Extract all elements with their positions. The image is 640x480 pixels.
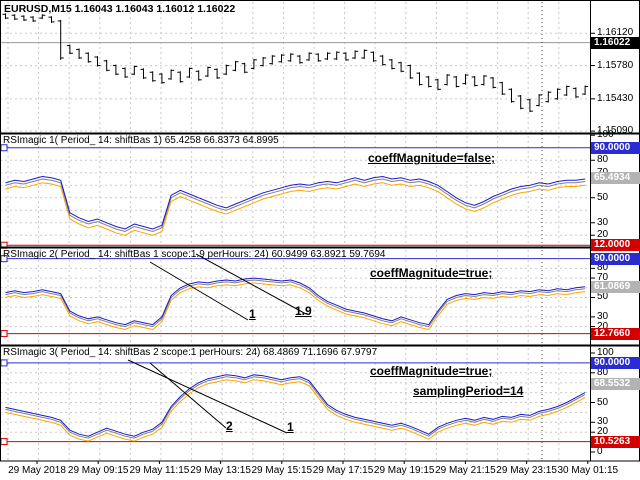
annotation-coeff-magnitude-true-2[interactable]: coeffMagnitude=true; (370, 266, 493, 280)
time-label: 29 May 15:15 (251, 465, 313, 476)
chart-title: EURUSD,M15 1.16043 1.16043 1.16012 1.160… (4, 3, 236, 15)
scale-value-box: 12.7660 (591, 327, 640, 340)
price-tick: 30 (597, 216, 609, 228)
price-tick: 80 (597, 262, 609, 274)
scale-value-box: 1.16022 (591, 36, 640, 49)
price-tick: 80 (597, 366, 609, 378)
time-label: 30 May 01:15 (557, 465, 619, 476)
scale-value-box: 65.4934 (591, 172, 640, 185)
scale-value-box: 12.0000 (591, 239, 640, 252)
price-tick: 50 (597, 191, 609, 203)
time-label: 29 May 2018 (8, 465, 66, 476)
scale-value-box: 90.0000 (591, 141, 640, 154)
time-label: 29 May 21:15 (435, 465, 496, 476)
price-tick: 0 (597, 446, 603, 457)
price-tick: 100 (597, 129, 614, 141)
time-label: 29 May 19:15 (373, 465, 435, 476)
indicator1-header: RSImagic 1( Period_ 14: shiftBas 1) 65.4… (3, 135, 279, 146)
indicator2-header: RSImagic 2( Period_ 14: shiftBas 1 scope… (3, 249, 386, 260)
time-label: 29 May 11:15 (129, 465, 190, 476)
price-tick: 1.15090 (597, 125, 634, 137)
price-tick: 50 (597, 291, 609, 303)
trendline-label-2[interactable]: 2 (226, 419, 233, 433)
price-tick: 30 (597, 310, 609, 322)
scale-value-box: 10.5263 (591, 435, 640, 448)
price-tick: 80 (597, 154, 609, 166)
indicator3-header: RSImagic 3( Period_ 14: shiftBas 2 scope… (3, 347, 378, 358)
price-tick: 20 (597, 320, 609, 332)
price-tick: 1.15430 (597, 92, 634, 104)
price-tick: 20 (597, 229, 609, 241)
price-tick: 50 (597, 396, 609, 408)
price-tick: 1.16120 (597, 27, 634, 39)
time-label: 29 May 17:15 (312, 465, 374, 476)
annotation-coeff-magnitude-true-3[interactable]: coeffMagnitude=true; (370, 364, 493, 378)
price-tick: 30 (597, 416, 609, 428)
price-tick: 1.15780 (597, 59, 634, 71)
scale-value-box: 61.0869 (591, 280, 640, 293)
annotation-coeff-magnitude-false[interactable]: coeffMagnitude=false; (368, 151, 496, 165)
trendline-label-1b[interactable]: 1 (287, 420, 294, 434)
trendline-label-1[interactable]: 1 (249, 307, 256, 321)
price-tick: 70 (597, 167, 608, 179)
price-tick: 20 (597, 426, 609, 438)
scale-value-box: 68.5532 (591, 378, 640, 391)
time-label: 29 May 23:15 (496, 465, 557, 476)
scale-value-box: 90.0000 (591, 252, 640, 265)
annotation-sampling-period[interactable]: samplingPeriod=14 (413, 384, 524, 398)
time-label: 29 May 09:15 (67, 465, 129, 476)
scale-value-box: 90.0000 (591, 356, 640, 369)
trendline-label-1-9[interactable]: 1.9 (295, 304, 312, 318)
time-label: 29 May 13:15 (190, 465, 251, 476)
price-tick: 100 (597, 347, 614, 358)
price-tick: 70 (597, 272, 609, 284)
